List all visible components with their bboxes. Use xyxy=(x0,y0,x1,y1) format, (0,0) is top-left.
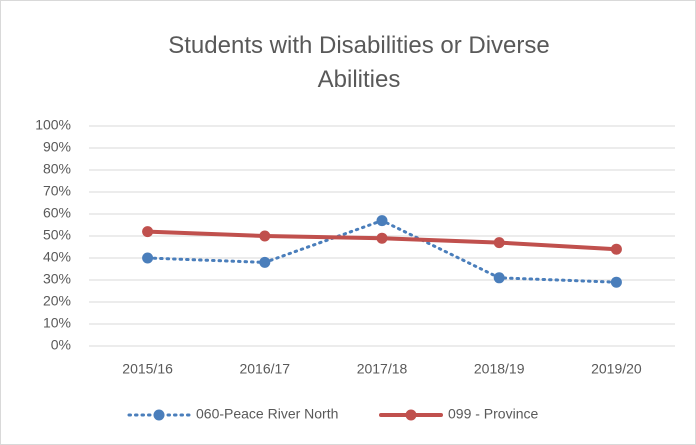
legend-marker xyxy=(405,409,417,421)
data-point xyxy=(610,243,622,255)
data-point xyxy=(259,230,271,242)
y-tick-label: 40% xyxy=(43,249,71,265)
y-tick-label: 30% xyxy=(43,271,71,287)
x-tick-label: 2018/19 xyxy=(474,361,525,377)
y-tick-label: 70% xyxy=(43,183,71,199)
x-tick-label: 2016/17 xyxy=(239,361,290,377)
y-tick-label: 50% xyxy=(43,227,71,243)
data-point xyxy=(259,256,271,268)
x-tick-label: 2017/18 xyxy=(357,361,408,377)
legend-label: 099 - Province xyxy=(448,406,538,422)
legend-label: 060-Peace River North xyxy=(196,406,338,422)
y-tick-label: 10% xyxy=(43,315,71,331)
data-point xyxy=(376,215,388,227)
data-point xyxy=(142,252,154,264)
data-point xyxy=(142,226,154,238)
data-point xyxy=(610,276,622,288)
y-tick-label: 20% xyxy=(43,293,71,309)
data-point xyxy=(493,237,505,249)
y-tick-label: 90% xyxy=(43,139,71,155)
data-point xyxy=(493,272,505,284)
chart-title: Students with Disabilities or Diverse Ab… xyxy=(168,32,550,93)
x-tick-label: 2019/20 xyxy=(591,361,642,377)
legend-marker xyxy=(153,409,165,421)
y-tick-label: 0% xyxy=(51,337,71,353)
y-tick-label: 100% xyxy=(35,117,71,133)
y-tick-label: 60% xyxy=(43,205,71,221)
data-point xyxy=(376,232,388,244)
x-tick-label: 2015/16 xyxy=(122,361,173,377)
series-line xyxy=(146,218,618,284)
y-tick-label: 80% xyxy=(43,161,71,177)
